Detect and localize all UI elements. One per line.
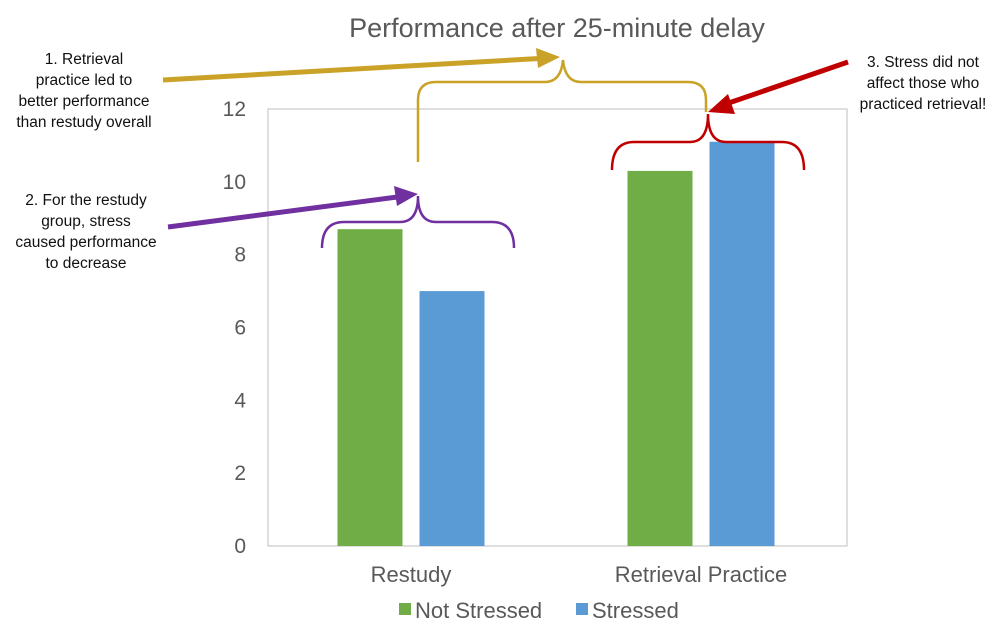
arrow-retrieval (719, 59, 849, 109)
annotation-line: 3. Stress did not (866, 54, 979, 71)
arrowhead-restudy (394, 186, 418, 206)
annotation-restudy-stress: 2. For the restudy group, stress caused … (0, 190, 172, 274)
annotation-line: 1. Retrieval (44, 51, 124, 68)
x-tick-label-retrieval-practice: Retrieval Practice (615, 562, 787, 587)
annotation-line: 2. For the restudy (25, 192, 147, 209)
bar-retrieval-practice-not-stressed (627, 170, 693, 547)
y-tick-label: 12 (223, 98, 246, 121)
y-tick-label: 0 (234, 535, 246, 558)
bar-retrieval-practice-stressed (709, 141, 775, 546)
annotation-line: group, stress (41, 213, 131, 230)
annotation-line: practice led to (35, 72, 133, 89)
annotation-line: better performance (18, 93, 150, 110)
bar-restudy-stressed (419, 291, 485, 546)
annotation-line: affect those who (866, 75, 980, 92)
y-tick-label: 8 (234, 244, 246, 267)
arrowhead-retrieval (708, 94, 735, 114)
legend: Not Stressed Stressed (399, 598, 679, 623)
bracket-retrieval (610, 113, 806, 171)
legend-label-not-stressed: Not Stressed (415, 598, 542, 623)
y-tick-label: 10 (223, 171, 246, 194)
bracket-overall (416, 59, 708, 162)
y-tick-label: 2 (234, 462, 246, 485)
arrowhead-overall (536, 48, 560, 68)
chart-title: Performance after 25-minute delay (349, 13, 765, 43)
arrow-overall (162, 55, 549, 83)
annotation-line: practiced retrieval! (859, 96, 987, 113)
annotation-line: than restudy overall (16, 114, 152, 131)
bar-restudy-not-stressed (337, 229, 403, 547)
bracket-restudy (320, 195, 516, 249)
arrow-restudy (167, 193, 406, 230)
plot-area (267, 108, 848, 547)
y-tick-label: 4 (234, 389, 246, 412)
bars (337, 141, 775, 547)
legend-label-stressed: Stressed (592, 598, 679, 623)
legend-swatch-stressed (576, 603, 588, 615)
annotation-line: to decrease (45, 255, 127, 272)
annotation-retrieval-stress: 3. Stress did not affect those who pract… (848, 52, 998, 115)
annotation-retrieval-overall: 1. Retrieval practice led to better perf… (0, 49, 168, 133)
legend-swatch-not-stressed (399, 603, 411, 615)
y-axis: 0 2 4 6 8 10 12 (223, 98, 247, 558)
y-tick-label: 6 (234, 317, 246, 340)
x-tick-label-restudy: Restudy (371, 562, 452, 587)
annotation-line: caused performance (15, 234, 157, 251)
